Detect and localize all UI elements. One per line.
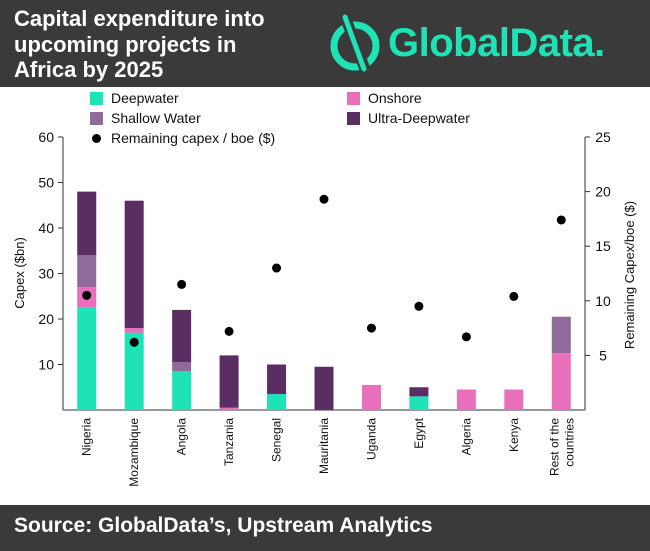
dot-mozambique	[129, 337, 139, 347]
legend-dot-remaining-capex	[92, 133, 101, 143]
bar-uganda-onshore	[361, 384, 381, 410]
title-line-3: Africa by 2025	[14, 57, 164, 82]
x-tick-label-algeria: Algeria	[459, 418, 473, 456]
y2-tick-label-5: 5	[599, 347, 607, 363]
dot-tanzania	[224, 326, 234, 336]
bar-senegal-ultra	[267, 364, 287, 395]
bar-mozambique-deepwater	[124, 332, 144, 410]
legend-label-ultra-deepwater: Ultra-Deepwater	[368, 110, 470, 126]
bar-algeria-onshore	[456, 389, 476, 410]
x-tick-label-tanzania: Tanzania	[222, 418, 236, 466]
bar-kenya-onshore	[504, 389, 524, 410]
x-tick-label-mozambique: Mozambique	[127, 418, 141, 487]
legend-swatch-shallow-water	[90, 111, 103, 125]
dot-algeria	[461, 332, 471, 342]
header-banner: Capital expenditure into upcoming projec…	[0, 0, 650, 87]
bar-nigeria-ultra	[77, 191, 97, 256]
dot-kenya	[509, 291, 519, 301]
legend-item-deepwater: Deepwater	[90, 90, 179, 106]
globaldata-logo: GlobalData.	[328, 10, 643, 76]
x-tick-label-senegal: Senegal	[270, 418, 284, 462]
bar-angola-ultra	[172, 309, 192, 363]
y-tick-label-20: 20	[38, 311, 54, 327]
x-tick-label-rest-of-the-countries: Rest of thecountries	[547, 418, 576, 476]
legend-label-remaining-capex: Remaining capex / boe ($)	[111, 130, 276, 146]
bar-egypt-deepwater	[409, 396, 429, 410]
x-tick-label-angola: Angola	[175, 418, 189, 456]
chart-title: Capital expenditure into upcoming projec…	[14, 6, 304, 83]
footer-banner: Source: GlobalData’s, Upstream Analytics	[0, 505, 650, 551]
y2-tick-label-25: 25	[595, 129, 611, 145]
bar-angola-deepwater	[172, 371, 192, 410]
dot-egypt	[414, 301, 424, 311]
x-tick-label-mauritania: Mauritania	[317, 418, 331, 474]
legend-label-onshore: Onshore	[368, 90, 422, 106]
bar-mauritania-ultra	[314, 366, 334, 410]
dot-senegal	[272, 263, 282, 273]
y-tick-label-50: 50	[38, 175, 54, 191]
bar-tanzania-onshore	[219, 407, 239, 410]
legend-label-deepwater: Deepwater	[111, 90, 179, 106]
legend-swatch-ultra-deepwater	[347, 111, 360, 125]
bar-nigeria-shallow	[77, 255, 97, 288]
bar-mozambique-onshore	[124, 328, 144, 333]
y2-tick-label-20: 20	[595, 184, 611, 200]
legend-item-remaining-capex: Remaining capex / boe ($)	[90, 130, 275, 146]
dot-nigeria	[82, 290, 92, 300]
legend-swatch-onshore	[347, 91, 360, 105]
bar-mozambique-ultra	[124, 200, 144, 329]
legend-item-shallow-water: Shallow Water	[90, 110, 201, 126]
x-tick-label-kenya: Kenya	[507, 418, 521, 452]
bar-egypt-ultra	[409, 387, 429, 397]
source-note: Source: GlobalData’s, Upstream Analytics	[14, 514, 433, 537]
x-tick-label-uganda: Uganda	[364, 418, 378, 460]
capex-chart: Capex ($bn) Remaining Capex/boe ($) 10 20…	[12, 129, 637, 487]
logo-wordmark: GlobalData.	[388, 21, 605, 65]
bar-tanzania-ultra	[219, 355, 239, 408]
legend-swatch-deepwater	[90, 91, 103, 105]
bar-angola-shallow	[172, 362, 192, 372]
y2-tick-label-15: 15	[595, 238, 611, 254]
dot-angola	[177, 279, 187, 289]
bar-rest-of-the-countries-shallow	[551, 316, 571, 354]
y2-tick-label-10: 10	[595, 293, 611, 309]
bar-rest-of-the-countries-onshore	[551, 353, 571, 410]
dot-mauritania	[319, 194, 329, 204]
dot-uganda	[366, 323, 376, 333]
y-tick-label-30: 30	[38, 266, 54, 282]
x-tick-label-egypt: Egypt	[412, 417, 426, 448]
y-axis-title: Capex ($bn)	[12, 237, 27, 309]
title-line-1: Capital expenditure into	[14, 6, 265, 31]
x-tick-label-nigeria: Nigeria	[80, 418, 94, 456]
title-line-2: upcoming projects in	[14, 31, 237, 57]
legend-item-onshore: Onshore	[347, 90, 422, 106]
y2-axis-title: Remaining Capex/boe ($)	[622, 201, 637, 349]
y-tick-label-40: 40	[38, 220, 54, 236]
legend-label-shallow-water: Shallow Water	[111, 110, 201, 126]
y-tick-label-10: 10	[38, 357, 54, 373]
legend-item-ultra-deepwater: Ultra-Deepwater	[347, 110, 470, 126]
globaldata-logo-icon	[330, 12, 380, 74]
bar-nigeria-deepwater	[77, 307, 97, 410]
dot-rest-of-the-countries	[556, 215, 566, 225]
y-tick-label-60: 60	[38, 129, 54, 145]
bar-senegal-deepwater	[267, 394, 287, 410]
